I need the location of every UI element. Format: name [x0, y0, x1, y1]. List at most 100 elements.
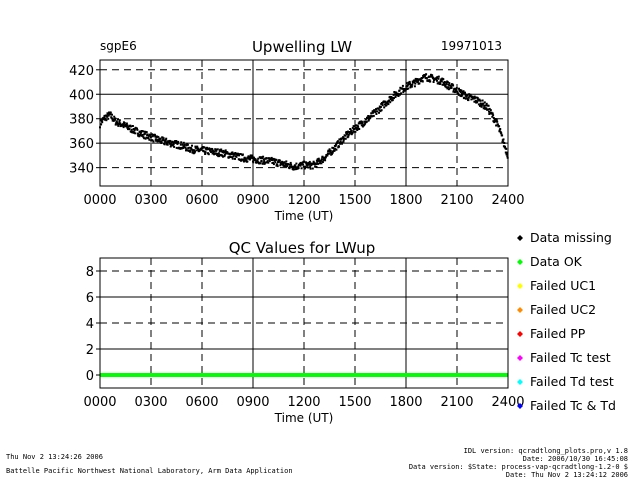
x-tick-label: 2400 — [491, 193, 524, 208]
data-point — [272, 163, 275, 166]
data-point — [410, 85, 413, 88]
data-point — [473, 97, 475, 100]
data-point — [341, 141, 344, 144]
data-point — [431, 75, 434, 78]
data-point — [164, 140, 167, 143]
data-point — [320, 162, 323, 165]
date-label: 19971013 — [441, 39, 502, 53]
x-tick-label: 1500 — [338, 193, 371, 208]
data-point — [106, 112, 109, 115]
data-point — [317, 157, 320, 160]
data-point — [308, 160, 311, 163]
data-point — [466, 97, 469, 100]
upwelling-lw-plot: sgpE6 Upwelling LW 19971013 340 360 380 400… — [69, 38, 524, 223]
x-tick-label: 2100 — [440, 193, 473, 208]
data-point — [437, 75, 440, 78]
data-point — [356, 124, 359, 127]
data-point — [244, 157, 247, 160]
data-point — [214, 152, 217, 155]
data-point — [367, 118, 370, 121]
data-point — [243, 156, 246, 159]
data-point — [149, 136, 152, 138]
data-point — [262, 158, 265, 161]
data-point — [181, 143, 184, 146]
y-tick-label: 340 — [69, 162, 94, 177]
data-point — [239, 153, 242, 155]
data-point — [316, 160, 319, 163]
data-point — [165, 137, 168, 140]
data-point — [489, 109, 492, 112]
data-point — [206, 146, 208, 149]
data-point — [357, 125, 360, 128]
data-point — [109, 111, 112, 114]
data-point — [492, 117, 495, 119]
legend-marker — [517, 235, 523, 241]
data-point — [501, 134, 504, 137]
data-point — [435, 78, 438, 81]
y-ticks-upper: 340 360 380 400 420 — [69, 64, 100, 177]
data-point — [488, 110, 490, 113]
data-point — [193, 149, 196, 152]
data-point — [312, 161, 315, 164]
data-point — [483, 104, 486, 107]
data-point — [295, 162, 298, 165]
legend-marker — [517, 259, 523, 265]
data-point — [179, 143, 182, 146]
data-point — [254, 158, 257, 161]
data-point — [295, 168, 297, 171]
chart-title-upwelling: Upwelling LW — [252, 38, 352, 56]
data-point — [204, 153, 207, 155]
data-point — [161, 136, 164, 139]
data-point — [213, 150, 216, 153]
data-point — [220, 148, 223, 151]
data-point — [494, 120, 497, 123]
data-point — [496, 123, 499, 126]
data-point — [298, 164, 301, 167]
data-point — [464, 91, 466, 94]
data-point — [445, 86, 448, 89]
data-point — [100, 120, 103, 123]
data-point — [440, 78, 443, 81]
data-point — [191, 151, 194, 154]
data-point — [285, 160, 288, 163]
data-point — [321, 155, 324, 158]
data-point — [141, 134, 144, 136]
data-point — [196, 146, 199, 149]
data-point — [406, 88, 409, 90]
data-point — [364, 122, 367, 125]
data-point — [319, 161, 322, 164]
data-point — [223, 150, 226, 153]
data-point — [277, 160, 280, 163]
data-point — [100, 123, 103, 126]
data-point — [299, 164, 302, 167]
data-point — [189, 149, 192, 152]
footer-lab: Battelle Pacific Northwest National Labo… — [6, 467, 293, 475]
data-point — [134, 132, 137, 135]
x-tick-label: 1500 — [338, 395, 371, 410]
data-point — [251, 157, 254, 160]
data-point — [452, 90, 455, 93]
data-point — [505, 147, 508, 150]
data-point — [405, 82, 408, 85]
data-point — [436, 79, 438, 82]
legend-label: Data missing — [530, 230, 612, 245]
data-point — [384, 103, 386, 106]
data-point — [289, 165, 291, 168]
data-point — [445, 81, 447, 84]
data-point — [154, 135, 157, 138]
data-point — [347, 130, 349, 133]
data-point — [308, 163, 311, 166]
data-point — [421, 80, 424, 83]
x-tick-label: 2100 — [440, 395, 473, 410]
data-point — [399, 86, 402, 89]
data-point — [155, 139, 158, 142]
data-point — [116, 121, 119, 124]
data-point — [143, 137, 146, 140]
x-tick-label: 0900 — [236, 395, 269, 410]
data-point — [197, 148, 200, 151]
data-point — [283, 161, 286, 164]
data-point — [231, 156, 233, 159]
data-point — [124, 124, 127, 126]
data-point — [374, 110, 377, 113]
data-point — [397, 93, 400, 96]
